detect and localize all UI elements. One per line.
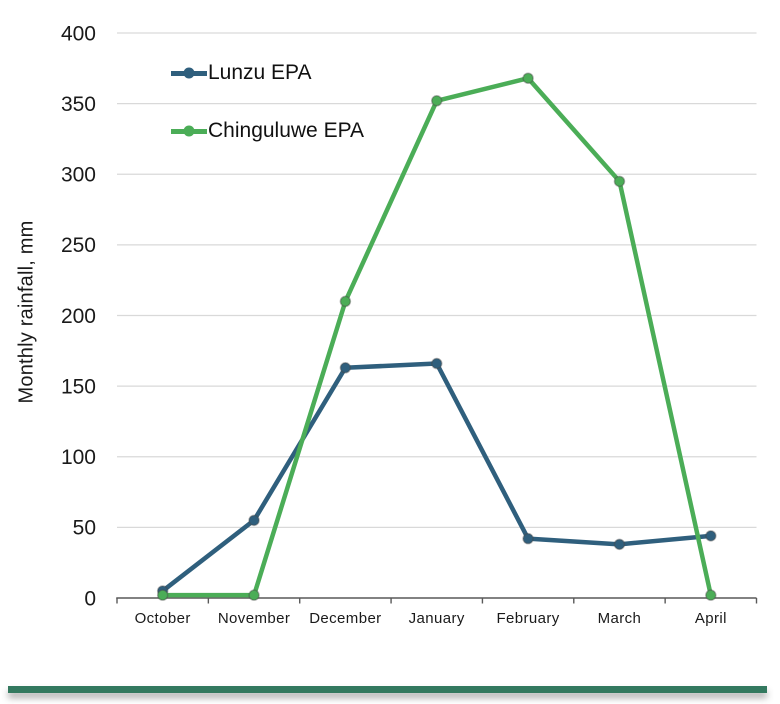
series-marker-chinguluwe-epa xyxy=(156,589,169,601)
x-tick-label: December xyxy=(309,610,381,627)
series-marker-chinguluwe-epa xyxy=(248,589,260,601)
lunzu-epa-line-marker-icon xyxy=(171,67,207,79)
series-marker-lunzu-epa xyxy=(522,532,534,545)
series-marker-chinguluwe-epa xyxy=(705,589,717,601)
chinguluwe-epa-line-marker-icon xyxy=(171,125,207,137)
series-marker-lunzu-epa xyxy=(613,538,626,551)
legend-label-chinguluwe-epa: Chinguluwe EPA xyxy=(208,119,365,142)
y-tick-label: 150 xyxy=(61,375,96,398)
series-marker-lunzu-epa xyxy=(431,357,443,370)
lunzu-epa-marker-dot-icon xyxy=(183,67,195,79)
y-tick-label: 50 xyxy=(73,517,96,540)
x-tick-label: November xyxy=(218,610,290,627)
y-tick-label: 400 xyxy=(61,22,96,45)
x-tick-label: March xyxy=(598,610,642,627)
y-tick-label: 300 xyxy=(61,164,96,187)
x-tick-label: February xyxy=(496,610,559,627)
y-tick-label: 0 xyxy=(84,587,96,610)
x-tick-label: January xyxy=(409,610,465,627)
y-tick-label: 200 xyxy=(61,305,96,328)
x-tick-label: April xyxy=(695,610,727,627)
legend-item-chinguluwe-epa: Chinguluwe EPA xyxy=(171,119,365,142)
series-marker-lunzu-epa xyxy=(705,530,717,542)
y-tick-label: 250 xyxy=(61,234,96,257)
y-tick-label: 100 xyxy=(61,446,96,469)
series-marker-chinguluwe-epa xyxy=(613,175,626,188)
series-marker-chinguluwe-epa xyxy=(339,295,352,308)
chinguluwe-epa-marker-dot-icon xyxy=(183,125,195,137)
y-axis-title: Monthly rainfall, mm xyxy=(15,220,38,404)
x-tick-label: October xyxy=(135,610,191,627)
series-marker-lunzu-epa xyxy=(248,514,260,527)
legend-item-lunzu-epa: Lunzu EPA xyxy=(171,61,312,84)
series-line-chinguluwe-epa xyxy=(160,75,714,598)
legend-label-lunzu-epa: Lunzu EPA xyxy=(208,61,312,84)
footer-divider-bar xyxy=(8,686,767,693)
y-tick-label: 350 xyxy=(61,93,96,116)
series-marker-lunzu-epa xyxy=(339,362,352,374)
series-line-lunzu-epa xyxy=(160,361,714,594)
series-marker-chinguluwe-epa xyxy=(431,95,443,107)
series-marker-chinguluwe-epa xyxy=(522,72,534,84)
rainfall-line-chart: 0 50 100 150 200 250 300 350 400 October November D… xyxy=(61,22,758,627)
